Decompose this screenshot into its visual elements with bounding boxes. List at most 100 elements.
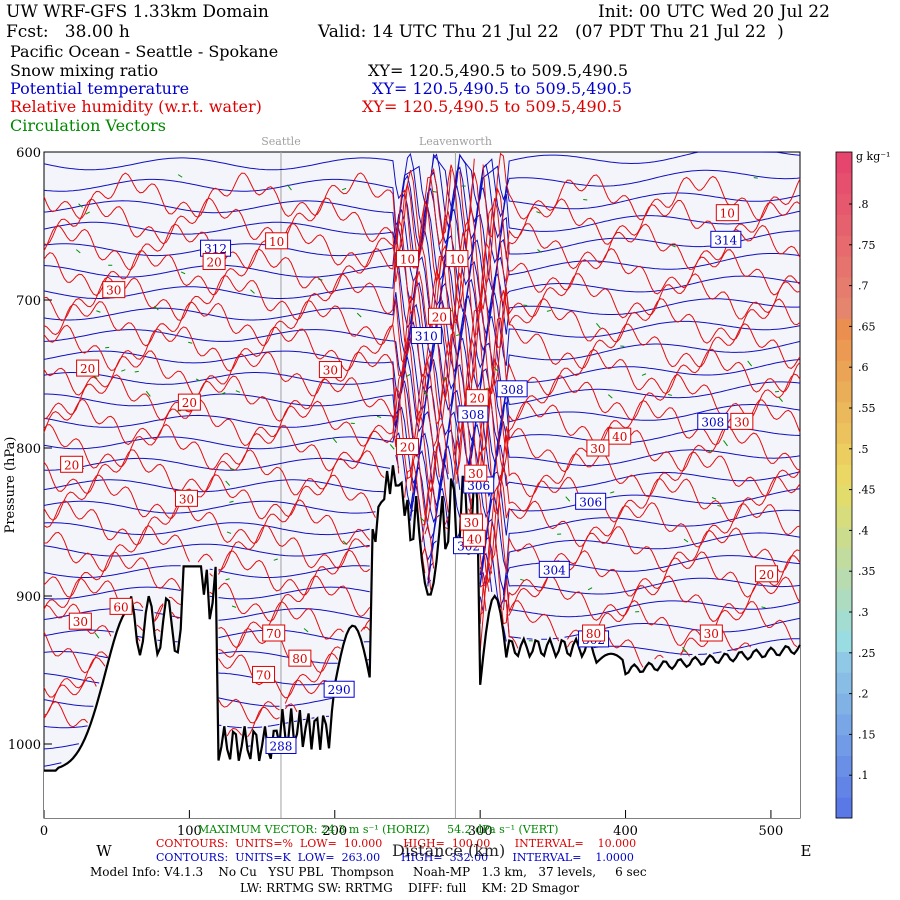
- colorbar-tick-label-13: .15: [858, 728, 876, 741]
- rh-label-27: 30: [704, 627, 719, 641]
- rh-label-box-10: [465, 389, 489, 407]
- rh-contour-11: [43, 409, 801, 523]
- colorbar-tick-label-12: .2: [858, 688, 869, 701]
- rh-label-box-1: [715, 204, 739, 222]
- colorbar-tick-label-9: .35: [858, 565, 876, 578]
- theta-label-box-8: [538, 560, 570, 578]
- theta-label-1: 314: [714, 233, 737, 247]
- colorbar-swatch-15: [836, 485, 852, 507]
- colorbar-swatch-19: [836, 401, 852, 424]
- rh-label-6: 20: [432, 310, 447, 324]
- circulation-vector-36: [565, 496, 571, 502]
- theta-label-box-1: [710, 230, 742, 248]
- circulation-vector-17: [610, 491, 615, 494]
- rh-label-box-24: [288, 649, 312, 667]
- rh-contour-9: [43, 370, 801, 491]
- theta-label-box-2: [410, 327, 442, 345]
- circulation-vector-21: [376, 415, 382, 418]
- rh-label-4: 20: [206, 256, 221, 270]
- circulation-vector-70: [432, 190, 437, 193]
- rh-label-19: 40: [467, 532, 482, 546]
- field-xy-rh: XY= 120.5,490.5 to 509.5,490.5: [362, 97, 623, 116]
- rh-contour-7: [43, 308, 801, 423]
- rh-label-box-8: [318, 361, 342, 379]
- circulation-vector-84: [226, 531, 232, 534]
- theta-contour-25: [43, 697, 332, 707]
- rh-label-box-14: [60, 455, 84, 473]
- rh-label-5: 30: [106, 284, 121, 298]
- colorbar-swatch-12: [836, 547, 852, 569]
- forecast-hour: Fcst: 38.00 h: [6, 22, 130, 42]
- max-vector-text: MAXIMUM VECTOR: 24.3 m s⁻¹ (HORIZ) 54.2 …: [198, 823, 559, 836]
- theta-contour-7: [43, 273, 801, 358]
- rh-label-box-17: [464, 464, 488, 482]
- rh-label-box-19: [462, 529, 486, 547]
- theta-contour-26: [43, 715, 330, 729]
- colorbar-swatch-17: [836, 443, 852, 465]
- circulation-vector-81: [341, 187, 347, 191]
- model-info-physics: LW: RRTMG SW: RRTMG DIFF: full KM: 2D Sm…: [240, 881, 580, 895]
- colorbar-swatch-25: [836, 276, 852, 299]
- colorbar-tick-label-14: .1: [858, 769, 869, 782]
- theta-contour-28: [43, 762, 62, 767]
- colorbar-swatch-28: [836, 214, 852, 236]
- circulation-vector-59: [723, 440, 728, 447]
- rh-label-box-3: [445, 250, 469, 268]
- rh-label-16: 30: [179, 492, 194, 506]
- rh-label-2: 10: [400, 253, 415, 267]
- rh-label-25: 70: [256, 668, 271, 682]
- rh-label-1: 10: [720, 207, 735, 221]
- terrain-fill: [44, 465, 800, 818]
- circulation-vector-53: [332, 437, 338, 444]
- circulation-vector-64: [423, 390, 428, 397]
- circulation-vector-43: [273, 558, 278, 561]
- colorbar-swatch-16: [836, 464, 852, 486]
- theta-contour-18: [43, 509, 801, 592]
- x-tick-label-0: 0: [40, 824, 48, 839]
- colorbar-swatch-21: [836, 360, 852, 382]
- theta-label-box-11: [323, 680, 355, 698]
- colorbar-tick-label-10: .3: [858, 606, 869, 619]
- theta-contour-19: [43, 536, 801, 609]
- circulation-vector-72: [596, 323, 601, 329]
- colorbar-swatch-0: [836, 797, 852, 819]
- rh-label-box-22: [109, 597, 133, 615]
- rh-contour-3: [43, 206, 801, 325]
- circulation-vector-78: [78, 203, 83, 208]
- circulation-vector-86: [747, 360, 753, 367]
- colorbar-swatch-24: [836, 297, 852, 319]
- circulation-vector-44: [177, 174, 183, 178]
- colorbar-swatch-6: [836, 672, 852, 694]
- x-axis-title: Distance (km): [392, 841, 506, 860]
- colorbar-tick-label-4: .6: [858, 361, 869, 374]
- circulation-vector-85: [225, 480, 231, 486]
- theta-contour-9: [43, 314, 801, 400]
- location-label-1: Leavenworth: [419, 135, 492, 148]
- y-tick-label-4: 1000: [8, 738, 41, 753]
- circulation-vector-28: [318, 278, 323, 281]
- field-xy-theta: XY= 120.5,490.5 to 509.5,490.5: [372, 79, 633, 98]
- rh-contour-19: [43, 650, 690, 699]
- rh-label-12: 30: [590, 442, 605, 456]
- theta-contour-23: [43, 626, 800, 664]
- theta-contour-info: CONTOURS: UNITS=K LOW= 263.00 HIGH= 332.…: [156, 851, 634, 864]
- colorbar-swatch-30: [836, 172, 852, 195]
- rh-label-10: 20: [470, 392, 485, 406]
- colorbar-swatch-14: [836, 505, 852, 528]
- circulation-vector-8: [145, 390, 151, 397]
- rh-label-box-12: [586, 439, 610, 457]
- rh-label-box-2: [395, 250, 419, 268]
- circulation-vector-54: [442, 378, 447, 381]
- rh-contour-12: [43, 439, 801, 563]
- theta-contour-0: [43, 151, 801, 208]
- theta-label-3: 308: [501, 383, 524, 397]
- circulation-vector-82: [587, 587, 593, 591]
- rh-label-box-16: [174, 489, 198, 507]
- circulation-vector-47: [607, 394, 613, 399]
- rh-contour-1: [43, 164, 801, 287]
- colorbar-tick-label-11: .25: [858, 647, 876, 660]
- y-axis-title: Pressure (hPa): [3, 437, 18, 534]
- rh-label-24: 80: [292, 652, 307, 666]
- x-tick-label-3: 300: [468, 824, 493, 839]
